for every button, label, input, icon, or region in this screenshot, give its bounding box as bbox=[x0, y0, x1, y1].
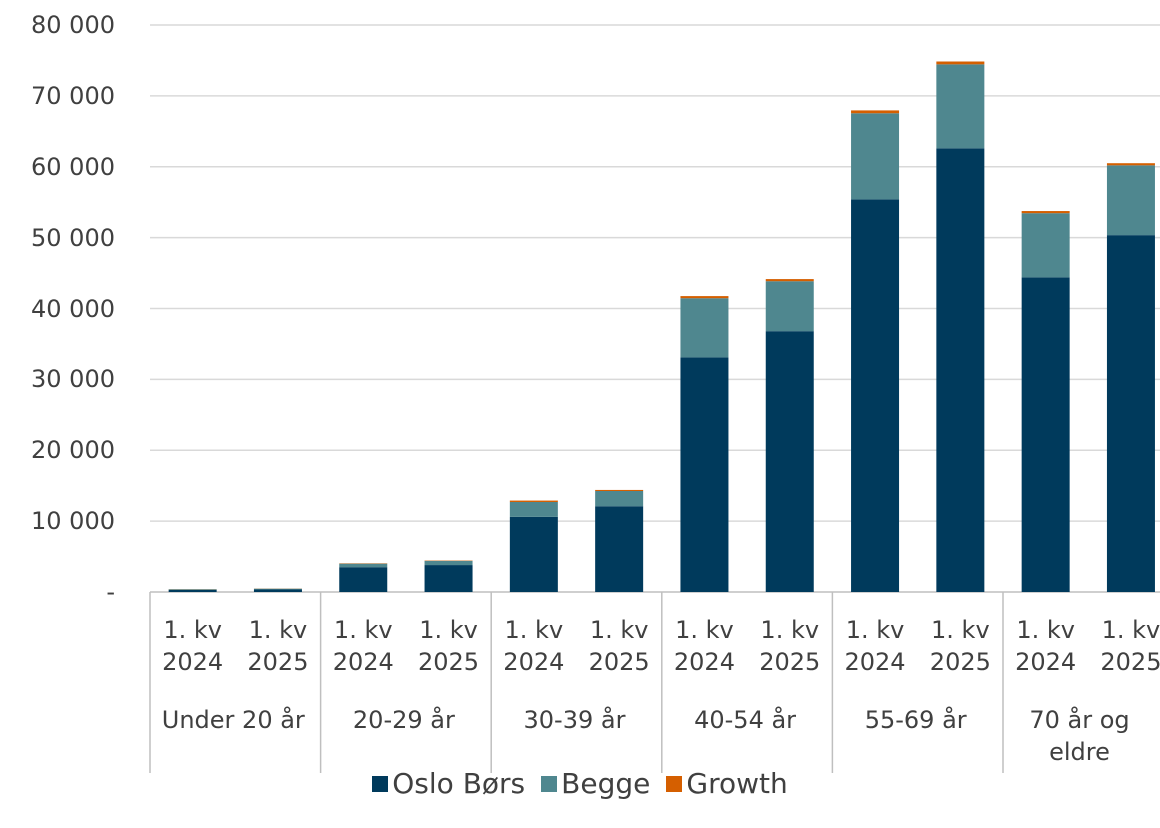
y-tick-label: 60 000 bbox=[31, 152, 115, 181]
bar-segment bbox=[595, 489, 644, 492]
y-tick-label: - bbox=[106, 578, 115, 606]
group-label: Under 20 år bbox=[161, 706, 305, 734]
y-tick-label: 80 000 bbox=[31, 11, 115, 39]
group-label: 20-29 år bbox=[352, 706, 455, 734]
bar-segment bbox=[1106, 163, 1155, 166]
bar-segment bbox=[765, 331, 814, 592]
bar-segment bbox=[936, 64, 985, 149]
bar-segment bbox=[339, 567, 388, 592]
legend-label: Begge bbox=[561, 767, 651, 800]
x-tick-label: 1. kv 2025 bbox=[247, 616, 309, 676]
x-tick-label: 1. kv 2025 bbox=[418, 616, 480, 676]
x-tick-label: 1. kv 2024 bbox=[162, 616, 224, 676]
group-label: 30-39 år bbox=[523, 706, 626, 734]
bar-segment bbox=[168, 589, 217, 590]
legend-item: Begge bbox=[541, 766, 650, 802]
x-tick-label: 1. kv 2025 bbox=[588, 616, 650, 676]
x-tick-label: 1. kv 2024 bbox=[673, 616, 735, 676]
bar-segment bbox=[680, 296, 729, 299]
bar-segment bbox=[680, 298, 729, 358]
legend-swatch bbox=[666, 776, 683, 792]
bar-segment bbox=[509, 500, 558, 502]
bar-segment bbox=[851, 113, 900, 200]
x-tick-label: 1. kv 2024 bbox=[844, 616, 906, 676]
bar-segment bbox=[509, 501, 558, 517]
bar-segment bbox=[168, 589, 217, 592]
group-label: 40-54 år bbox=[694, 706, 797, 734]
group-label: 70 år og eldre bbox=[1029, 706, 1130, 766]
y-tick-label: 10 000 bbox=[31, 507, 115, 536]
bar-segment bbox=[253, 588, 302, 590]
bar-segment bbox=[765, 281, 814, 332]
bar-segment bbox=[1021, 213, 1070, 278]
group-label: 55-69 år bbox=[864, 706, 967, 734]
legend: Oslo Børs Begge Growth bbox=[0, 766, 1160, 802]
y-tick-label: 30 000 bbox=[31, 365, 115, 394]
y-tick-label: 50 000 bbox=[31, 223, 115, 252]
bar-segment bbox=[936, 148, 985, 592]
y-tick-label: 40 000 bbox=[31, 294, 115, 323]
y-tick-label: 20 000 bbox=[31, 436, 115, 465]
bar-segment bbox=[765, 279, 814, 282]
bar-segment bbox=[509, 516, 558, 592]
x-tick-label: 1. kv 2024 bbox=[1015, 616, 1077, 676]
legend-swatch bbox=[372, 776, 389, 792]
x-tick-label: 1. kv 2025 bbox=[1100, 616, 1160, 676]
bar-segment bbox=[595, 506, 644, 592]
bar-segment bbox=[851, 199, 900, 593]
bar-segment bbox=[595, 491, 644, 507]
bar-segment bbox=[1106, 165, 1155, 236]
legend-label: Growth bbox=[686, 767, 788, 800]
legend-label: Oslo Børs bbox=[392, 767, 526, 800]
bar-segment bbox=[424, 560, 473, 566]
bar-segment bbox=[851, 110, 900, 114]
bar-segment bbox=[1106, 235, 1155, 592]
bar-segment bbox=[424, 565, 473, 592]
x-tick-label: 1. kv 2025 bbox=[759, 616, 821, 676]
bar-segment bbox=[680, 357, 729, 592]
y-tick-label: 70 000 bbox=[31, 81, 115, 110]
x-tick-label: 1. kv 2025 bbox=[929, 616, 991, 676]
x-tick-label: 1. kv 2024 bbox=[503, 616, 565, 676]
legend-swatch bbox=[541, 776, 558, 792]
legend-item: Growth bbox=[666, 766, 788, 802]
bar-segment bbox=[339, 563, 388, 568]
bar-segment bbox=[1021, 277, 1070, 592]
bar-segment bbox=[936, 61, 985, 65]
bar-segment bbox=[253, 589, 302, 592]
legend-item: Oslo Børs bbox=[372, 766, 525, 802]
bar-segment bbox=[1021, 211, 1070, 214]
x-tick-label: 1. kv 2024 bbox=[332, 616, 394, 676]
